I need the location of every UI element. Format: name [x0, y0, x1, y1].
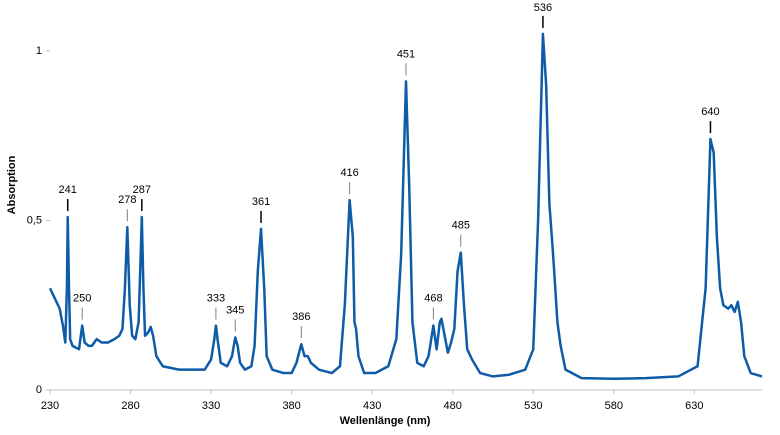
x-tick-label: 630 [685, 400, 703, 412]
x-tick-label: 430 [363, 400, 381, 412]
peak-label: 278 [118, 194, 136, 206]
x-tick-label: 230 [41, 400, 59, 412]
peak-label: 536 [534, 2, 552, 14]
peak-label: 468 [424, 292, 442, 304]
peak-label: 485 [452, 220, 470, 232]
peak-label: 287 [133, 184, 151, 196]
peak-label: 333 [207, 292, 225, 304]
x-tick-label: 380 [282, 400, 300, 412]
x-axis-label: Wellenlänge (nm) [340, 415, 431, 427]
x-tick-label: 330 [202, 400, 220, 412]
x-tick-label: 480 [444, 400, 462, 412]
peak-label: 416 [340, 167, 358, 179]
x-tick-label: 280 [121, 400, 139, 412]
peak-label: 241 [59, 184, 77, 196]
peak-label: 640 [701, 106, 719, 118]
y-tick-label: 0 [36, 384, 42, 396]
y-axis-label: Absorption [6, 155, 18, 214]
peak-label: 386 [292, 311, 310, 323]
y-tick-label: 0,5 [27, 214, 42, 226]
x-tick-label: 530 [524, 400, 542, 412]
peak-label: 361 [252, 196, 270, 208]
x-tick-label: 580 [605, 400, 623, 412]
peak-label: 451 [397, 48, 415, 60]
spectrum-line [48, 32, 763, 381]
peak-label: 345 [226, 304, 244, 316]
peak-label: 250 [73, 292, 91, 304]
y-tick-label: 1 [36, 45, 42, 57]
